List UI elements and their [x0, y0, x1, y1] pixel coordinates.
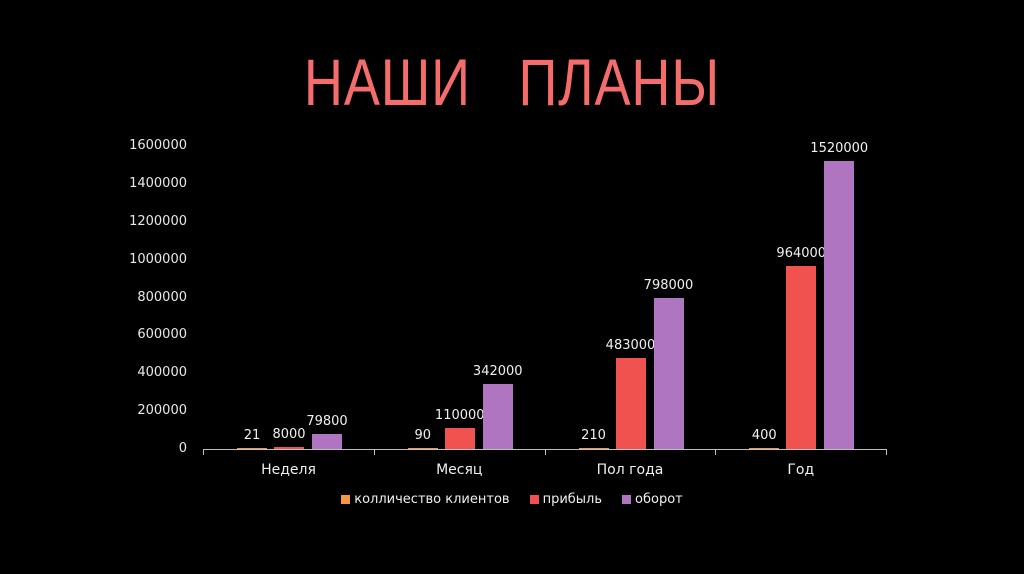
y-tick-label: 600000: [137, 327, 187, 343]
y-tick-label: 1000000: [129, 251, 187, 267]
data-label: 964000: [776, 246, 827, 262]
bar-clients: [237, 448, 267, 449]
data-label: 1520000: [810, 141, 869, 157]
data-label: 210: [581, 428, 606, 443]
y-tick-label: 800000: [137, 289, 187, 305]
data-label: 342000: [472, 364, 523, 380]
bar-profit: [274, 447, 304, 449]
y-tick-label: 1400000: [129, 175, 187, 191]
y-tick-label: 400000: [137, 365, 187, 381]
data-label: 483000: [605, 337, 656, 353]
legend-swatch-profit: [529, 495, 539, 504]
bar-profit: [444, 428, 475, 449]
data-label: 21: [243, 428, 261, 443]
legend-swatch-turnover: [622, 495, 632, 504]
category-label: Год: [787, 462, 815, 478]
legend-item-turnover: оборот: [622, 492, 683, 507]
x-tick-mark: [544, 449, 546, 455]
y-tick-label: 1200000: [129, 213, 187, 229]
bar-profit: [786, 266, 817, 449]
x-tick-mark: [373, 449, 375, 455]
bar-turnover: [312, 433, 342, 449]
slide-title: НАШИ ПЛАНЫ: [303, 45, 721, 119]
category-label: Пол года: [596, 462, 664, 478]
legend-label-clients: колличество клиентов: [354, 492, 510, 507]
bar-clients: [407, 448, 438, 449]
legend-swatch-clients: [341, 495, 351, 504]
bar-turnover: [824, 161, 855, 449]
x-tick-mark: [203, 449, 204, 455]
bar-clients: [578, 448, 609, 449]
x-tick-mark: [886, 449, 887, 455]
category-label: Неделя: [261, 462, 316, 478]
bar-clients: [749, 448, 780, 449]
bar-turnover: [482, 384, 513, 449]
data-label: 110000: [434, 408, 485, 424]
bar-profit: [615, 357, 646, 449]
bar-turnover: [653, 297, 684, 449]
chart-legend: колличество клиентов прибыль оборот: [0, 492, 1024, 507]
legend-item-profit: прибыль: [529, 492, 603, 507]
data-label: 400: [751, 428, 777, 443]
legend-label-profit: прибыль: [542, 492, 603, 507]
x-tick-mark: [715, 449, 717, 455]
data-label: 90: [414, 428, 432, 443]
category-label: Месяц: [436, 462, 483, 478]
legend-label-turnover: оборот: [635, 492, 683, 507]
data-label: 79800: [306, 413, 348, 429]
legend-item-clients: колличество клиентов: [341, 492, 510, 507]
y-tick-label: 1600000: [129, 138, 187, 153]
y-tick-label: 200000: [137, 403, 187, 419]
data-label: 8000: [272, 427, 306, 443]
data-label: 798000: [643, 277, 694, 293]
y-tick-label: 0: [178, 441, 187, 456]
